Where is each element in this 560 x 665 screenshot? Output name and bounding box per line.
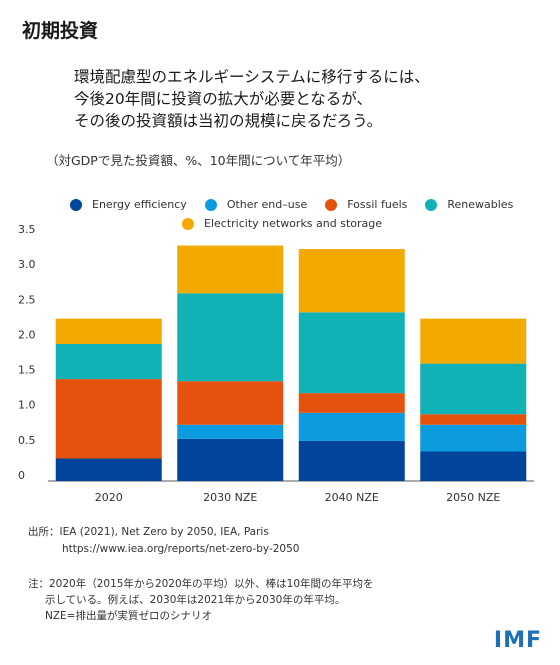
chart-subtitle: （対GDPで見た投資額、%、10年間について年平均） xyxy=(46,153,351,168)
y-tick-label: 2.0 xyxy=(18,328,36,341)
legend-item-other-end-use: Other end–use xyxy=(204,198,308,211)
bar-segment xyxy=(298,312,405,394)
bar-segment xyxy=(420,414,527,425)
y-tick-label: 1.5 xyxy=(18,364,36,377)
chart-legend: Energy efficiency Other end–use Fossil f… xyxy=(70,195,540,233)
footnote-line: NZE=排出量が実質ゼロのシナリオ xyxy=(45,610,212,622)
legend-swatch xyxy=(325,198,338,211)
bar-segment xyxy=(420,424,527,452)
footnote: 注：2020年（2015年から2020年の平均）以外、棒は10年間の年平均を 示… xyxy=(28,576,374,624)
source-url: https://www.iea.org/reports/net-zero-by-… xyxy=(62,543,300,555)
y-tick-label: 0.5 xyxy=(18,434,36,447)
legend-item-electricity-networks: Electricity networks and storage xyxy=(182,217,382,230)
y-tick-label: 0 xyxy=(18,469,25,482)
bar-segment xyxy=(55,318,162,344)
legend-swatch xyxy=(204,198,217,211)
stacked-bar-chart: 0 0.5 1.0 1.5 2.0 2.5 3.0 3.5 2020 2030 NZE 2040 N… xyxy=(18,223,534,504)
headline-line: その後の投資額は当初の規模に戻るだろう。 xyxy=(74,112,383,130)
y-tick-label: 3.5 xyxy=(18,223,36,236)
bar-segment xyxy=(55,379,162,459)
legend-label: Fossil fuels xyxy=(347,198,408,211)
bar-segment xyxy=(298,440,405,481)
footnote-line: 注：2020年（2015年から2020年の平均）以外、棒は10年間の年平均を xyxy=(28,578,374,590)
x-tick-label: 2040 NZE xyxy=(325,491,379,504)
bar-segment xyxy=(298,393,405,413)
bar-segment xyxy=(177,438,284,481)
legend-item-energy-efficiency: Energy efficiency xyxy=(70,198,187,211)
legend-label: Energy efficiency xyxy=(92,198,187,211)
headline: 環境配慮型のエネルギーシステムに移行するには、 今後20年間に投資の拡大が必要と… xyxy=(74,66,544,132)
legend-label: Other end–use xyxy=(226,198,308,211)
source-note: 出所：IEA (2021), Net Zero by 2050, IEA, Pa… xyxy=(28,524,299,558)
headline-line: 環境配慮型のエネルギーシステムに移行するには、 xyxy=(74,68,430,86)
bar-segment xyxy=(177,293,284,382)
bar-segment xyxy=(298,249,405,313)
x-tick-label: 2030 NZE xyxy=(203,491,257,504)
y-tick-label: 1.0 xyxy=(18,399,36,412)
legend-swatch xyxy=(182,217,194,230)
y-tick-label: 3.0 xyxy=(18,258,36,271)
x-tick-label: 2020 xyxy=(95,491,123,504)
legend-item-fossil-fuels: Fossil fuels xyxy=(325,198,407,211)
legend-label: Electricity networks and storage xyxy=(204,217,383,230)
bar-segment xyxy=(55,343,162,380)
bar-segment xyxy=(177,381,284,425)
bar-segment xyxy=(177,245,284,294)
legend-swatch xyxy=(425,198,438,211)
footnote-line: 示している。例えば、2030年は2021年から2030年の年平均。 xyxy=(45,594,346,606)
source-line: 出所：IEA (2021), Net Zero by 2050, IEA, Pa… xyxy=(28,526,269,538)
x-tick-label: 2050 NZE xyxy=(446,491,500,504)
bar-segment xyxy=(420,363,527,415)
bar-segment xyxy=(420,451,527,481)
legend-swatch xyxy=(70,198,82,211)
legend-label: Renewables xyxy=(447,198,514,211)
bar-segment xyxy=(55,458,162,481)
headline-line: 今後20年間に投資の拡大が必要となるが、 xyxy=(74,90,372,108)
legend-item-renewables: Renewables xyxy=(425,198,513,211)
imf-logo: IMF xyxy=(493,628,542,653)
bar-segment xyxy=(420,318,527,364)
bar-segment xyxy=(298,412,405,441)
page-title: 初期投資 xyxy=(22,20,99,42)
bar-segment xyxy=(177,424,284,439)
y-tick-label: 2.5 xyxy=(18,293,36,306)
